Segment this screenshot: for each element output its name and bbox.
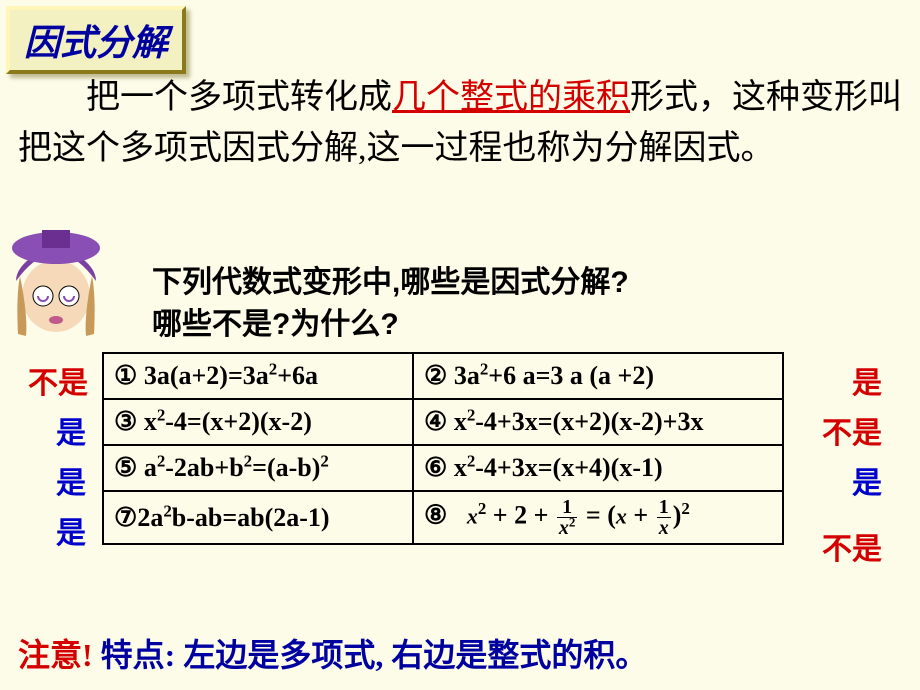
cell-5: ⑤ a2-2ab+b2=(a-b)2 [103, 445, 413, 491]
footer-note: 注意! 特点: 左边是多项式, 右边是整式的积。 [18, 630, 647, 676]
cell-8: ⑧ x2 + 2 + 1x2 = (x + 1x)2 [413, 491, 783, 544]
answer-7: 是 [56, 508, 86, 552]
num: ⑦ [114, 503, 137, 532]
answer-4: 不是 [822, 408, 882, 452]
cell-6: ⑥ x2-4+3x=(x+4)(x-1) [413, 445, 783, 491]
footer-blue: 特点: 左边是多项式, 右边是整式的积。 [93, 637, 648, 673]
footer-red: 注意! [18, 637, 93, 673]
cell-2: ② 3a2+6 a=3 a (a +2) [413, 353, 783, 399]
num: ⑧ [424, 500, 447, 529]
answer-2: 是 [852, 358, 882, 402]
num: ③ [114, 407, 137, 436]
answer-5: 是 [56, 458, 86, 502]
table-row: ① 3a(a+2)=3a2+6a ② 3a2+6 a=3 a (a +2) [103, 353, 783, 399]
answer-8: 不是 [822, 524, 882, 568]
table-row: ⑦2a2b-ab=ab(2a-1) ⑧ x2 + 2 + 1x2 = (x + … [103, 491, 783, 544]
cell-7: ⑦2a2b-ab=ab(2a-1) [103, 491, 413, 544]
num: ④ [424, 407, 447, 436]
cell-4: ④ x2-4+3x=(x+2)(x-2)+3x [413, 399, 783, 445]
cell-1: ① 3a(a+2)=3a2+6a [103, 353, 413, 399]
table-row: ③ x2-4=(x+2)(x-2) ④ x2-4+3x=(x+2)(x-2)+3… [103, 399, 783, 445]
character-avatar [6, 226, 106, 346]
answer-3: 是 [56, 408, 86, 452]
num: ② [424, 361, 447, 390]
title-text: 因式分解 [24, 23, 168, 63]
def-red: 几个整式的乘积 [392, 79, 630, 116]
def-pre: 把一个多项式转化成 [18, 79, 392, 116]
num: ⑥ [424, 453, 447, 482]
answer-6: 是 [852, 458, 882, 502]
answer-1: 不是 [28, 358, 88, 402]
table-row: ⑤ a2-2ab+b2=(a-b)2 ⑥ x2-4+3x=(x+4)(x-1) [103, 445, 783, 491]
definition-paragraph: 把一个多项式转化成几个整式的乘积形式，这种变形叫把这个多项式因式分解,这一过程也… [18, 72, 902, 174]
num: ⑤ [114, 453, 137, 482]
question-line1: 下列代数式变形中,哪些是因式分解? [152, 262, 629, 304]
question-line2: 哪些不是?为什么? [152, 304, 629, 346]
expressions-table: ① 3a(a+2)=3a2+6a ② 3a2+6 a=3 a (a +2) ③ … [102, 352, 784, 545]
title-box: 因式分解 [6, 6, 186, 74]
num: ① [114, 361, 137, 390]
cell-3: ③ x2-4=(x+2)(x-2) [103, 399, 413, 445]
question-block: 下列代数式变形中,哪些是因式分解? 哪些不是?为什么? [152, 262, 629, 346]
